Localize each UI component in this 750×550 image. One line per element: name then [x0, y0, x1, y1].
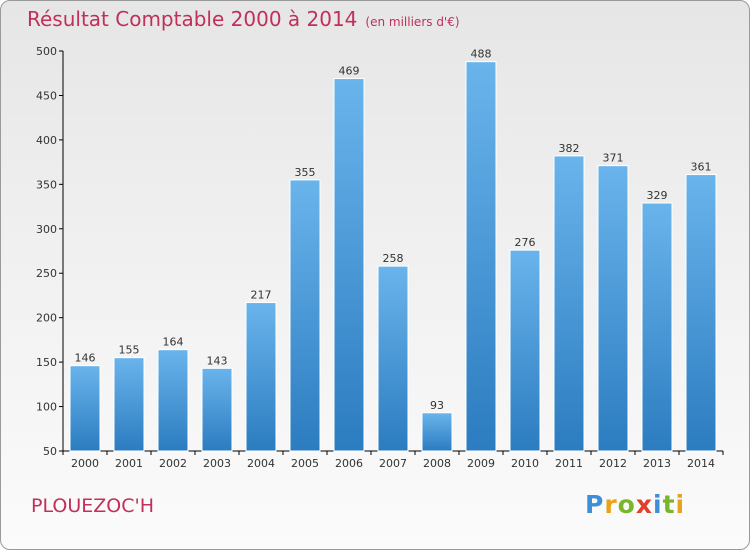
value-labels: 146 155 164 143 217 355 469 258 93 488 276 382 371 32…: [75, 48, 712, 412]
logo-letter: r: [604, 490, 618, 519]
y-tick-label: 350: [36, 178, 57, 191]
bar-2006: [333, 78, 365, 452]
bar-2013: [641, 202, 673, 452]
x-tick-label-2008: 2008: [423, 457, 451, 470]
y-tick-label: 100: [36, 401, 57, 414]
logo-letter: o: [617, 490, 636, 519]
value-label-2000: 146: [75, 352, 96, 365]
value-label-2001: 155: [119, 344, 140, 357]
bar-2003: [201, 367, 233, 452]
value-label-2005: 355: [295, 166, 316, 179]
value-label-2006: 469: [339, 65, 360, 78]
y-tick-label: 500: [36, 45, 57, 58]
value-label-2003: 143: [207, 354, 228, 367]
x-tick-label-2013: 2013: [643, 457, 671, 470]
bar-2014: [685, 174, 717, 452]
x-tick-label-2009: 2009: [467, 457, 495, 470]
proxiti-logo: Proxiti: [585, 490, 685, 519]
value-label-2010: 276: [515, 236, 536, 249]
value-label-2008: 93: [430, 399, 444, 412]
y-tick-label: 200: [36, 312, 57, 325]
y-tick-label: 150: [36, 356, 57, 369]
value-label-2013: 329: [647, 189, 668, 202]
value-label-2012: 371: [603, 152, 624, 165]
x-tick-label-2014: 2014: [687, 457, 715, 470]
chart-unit: (en milliers d'€): [365, 15, 460, 29]
x-tick-label-2003: 2003: [203, 457, 231, 470]
bar-2007: [377, 265, 409, 452]
axes: 50 100 150 200 250 300 350 400 450 500 2000 2001 200…: [36, 45, 724, 470]
value-label-2009: 488: [471, 48, 492, 61]
x-tick-label-2005: 2005: [291, 457, 319, 470]
bar-2010: [509, 249, 541, 452]
value-label-2004: 217: [251, 289, 272, 302]
logo-letter: P: [585, 490, 605, 519]
x-tick-label-2007: 2007: [379, 457, 407, 470]
y-tick-label: 450: [36, 89, 57, 102]
bar-2004: [245, 302, 277, 452]
bar-2008: [421, 412, 453, 452]
logo-letter: i: [653, 490, 663, 519]
y-tick-label: 300: [36, 223, 57, 236]
bar-2009: [465, 61, 497, 452]
y-tick-label: 250: [36, 267, 57, 280]
bars: [69, 61, 717, 452]
chart-title: Résultat Comptable 2000 à 2014 (en millie…: [27, 7, 460, 31]
location-label: PLOUEZOC'H: [31, 495, 154, 517]
x-tick-label-2004: 2004: [247, 457, 275, 470]
x-tick-label-2012: 2012: [599, 457, 627, 470]
bar-2005: [289, 179, 321, 452]
x-tick-label-2010: 2010: [511, 457, 539, 470]
chart-title-text: Résultat Comptable 2000 à 2014: [27, 7, 358, 31]
y-tick-label: 50: [43, 445, 57, 458]
x-tick-label-2000: 2000: [71, 457, 99, 470]
value-label-2011: 382: [559, 142, 580, 155]
logo-letter: i: [675, 490, 686, 519]
x-tick-label-2001: 2001: [115, 457, 143, 470]
logo-letter: t: [662, 490, 676, 519]
x-tick-label-2006: 2006: [335, 457, 363, 470]
value-label-2002: 164: [163, 336, 184, 349]
bar-2012: [597, 165, 629, 452]
bar-2011: [553, 155, 585, 452]
bar-2000: [69, 365, 101, 452]
x-tick-label-2002: 2002: [159, 457, 187, 470]
x-tick-label-2011: 2011: [555, 457, 583, 470]
bar-2002: [157, 349, 189, 452]
logo-letter: x: [635, 490, 653, 519]
y-tick-label: 400: [36, 134, 57, 147]
value-label-2014: 361: [691, 161, 712, 174]
bar-2001: [113, 357, 145, 452]
value-label-2007: 258: [383, 252, 404, 265]
